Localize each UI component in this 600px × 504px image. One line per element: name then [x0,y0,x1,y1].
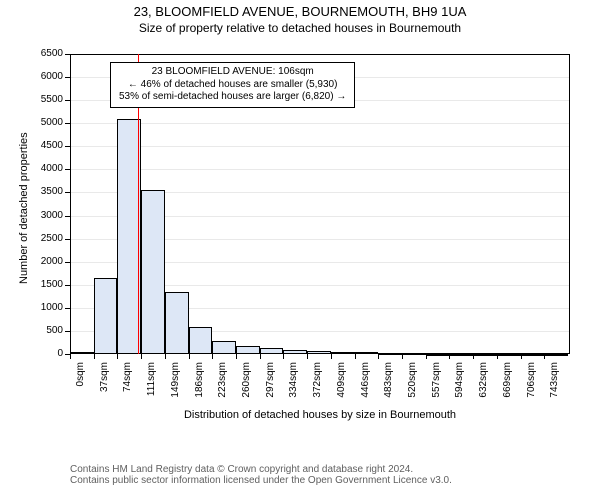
annotation-line: 23 BLOOMFIELD AVENUE: 106sqm [119,66,346,79]
x-tick-label: 632sqm [478,362,489,402]
histogram-bar [497,354,521,356]
x-tick-label: 706sqm [526,362,537,402]
histogram-plot: 0 500 1000 1500 2000 2500 3000 3500 4000 4500 5000… [0,4,600,504]
x-tick-mark [70,354,71,359]
x-tick-label: 186sqm [194,362,205,402]
x-tick-mark [521,354,522,359]
x-tick-label: 111sqm [146,362,157,402]
x-axis-label: Distribution of detached houses by size … [70,409,570,421]
x-tick-label: 483sqm [383,362,394,402]
x-tick-label: 594sqm [454,362,465,402]
x-tick-label: 223sqm [217,362,228,402]
y-tick-label: 2500 [25,233,63,244]
y-tick-label: 0 [25,348,63,359]
x-tick-mark [141,354,142,359]
x-tick-label: 260sqm [241,362,252,402]
x-tick-mark [94,354,95,359]
x-tick-label: 743sqm [549,362,560,402]
x-tick-label: 0sqm [75,362,86,402]
x-tick-label: 669sqm [502,362,513,402]
x-tick-label: 297sqm [265,362,276,402]
y-tick-label: 6500 [25,48,63,59]
y-tick-label: 1500 [25,279,63,290]
histogram-bar [473,354,497,356]
y-tick-label: 1000 [25,302,63,313]
x-tick-label: 520sqm [407,362,418,402]
y-tick-label: 6000 [25,71,63,82]
x-tick-mark [544,354,545,359]
x-tick-mark [189,354,190,359]
x-tick-label: 409sqm [336,362,347,402]
histogram-bar [521,354,545,356]
y-tick-label: 5000 [25,117,63,128]
x-tick-label: 446sqm [360,362,371,402]
x-tick-mark [331,354,332,359]
x-tick-label: 149sqm [170,362,181,402]
x-tick-mark [402,354,403,359]
x-tick-mark [307,354,308,359]
y-tick-label: 2000 [25,256,63,267]
y-tick-label: 3000 [25,210,63,221]
x-tick-label: 372sqm [312,362,323,402]
x-tick-label: 334sqm [288,362,299,402]
annotation-box: 23 BLOOMFIELD AVENUE: 106sqm← 46% of det… [110,62,355,108]
y-axis-label: Number of detached properties [18,132,30,284]
x-tick-mark [378,354,379,359]
footer-attribution: Contains HM Land Registry data © Crown c… [70,464,452,486]
x-tick-mark [260,354,261,359]
annotation-line: ← 46% of detached houses are smaller (5,… [119,79,346,92]
y-tick-label: 3500 [25,186,63,197]
y-tick-label: 4500 [25,140,63,151]
annotation-line: 53% of semi-detached houses are larger (… [119,91,346,104]
x-tick-label: 74sqm [122,362,133,402]
x-tick-mark [283,354,284,359]
x-tick-mark [449,354,450,359]
x-tick-mark [497,354,498,359]
x-tick-mark [117,354,118,359]
y-tick-label: 4000 [25,163,63,174]
x-tick-mark [212,354,213,359]
y-tick-label: 5500 [25,94,63,105]
footer-line-2: Contains public sector information licen… [70,475,452,486]
footer-line-1: Contains HM Land Registry data © Crown c… [70,464,452,475]
x-tick-mark [236,354,237,359]
x-tick-mark [426,354,427,359]
y-tick-label: 500 [25,325,63,336]
x-tick-label: 37sqm [99,362,110,402]
x-tick-mark [355,354,356,359]
x-tick-mark [473,354,474,359]
x-tick-label: 557sqm [431,362,442,402]
x-tick-mark [165,354,166,359]
histogram-bar [544,354,568,356]
